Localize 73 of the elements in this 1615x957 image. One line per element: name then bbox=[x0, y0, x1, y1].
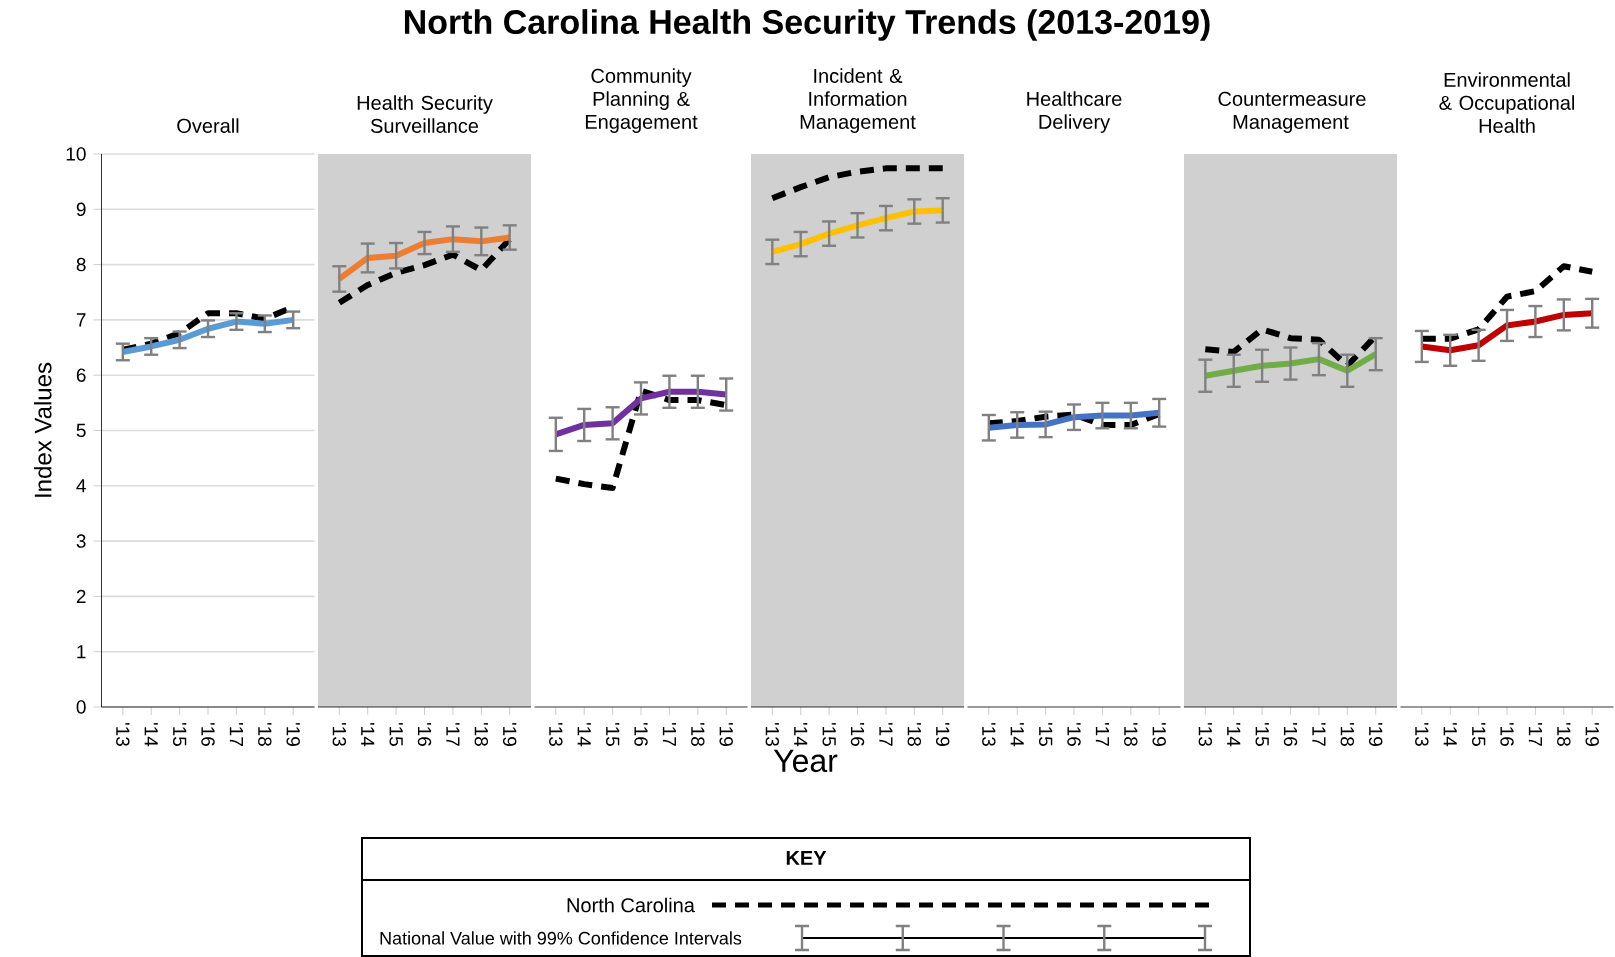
x-tick-label: '16 bbox=[1283, 723, 1298, 746]
x-tick-label: '16 bbox=[201, 723, 215, 746]
x-tick-label: '15 bbox=[605, 723, 620, 747]
legend-title: KEY bbox=[786, 851, 827, 865]
x-tick-label: '17 bbox=[446, 723, 460, 746]
y-tick-label: 5 bbox=[76, 423, 86, 438]
x-tick-label: '18 bbox=[691, 723, 705, 746]
x-tick-label: '15 bbox=[1038, 723, 1053, 747]
x-tick-label: '15 bbox=[1471, 723, 1486, 747]
y-tick-label: 9 bbox=[76, 202, 86, 217]
x-tick-label: '19 bbox=[935, 723, 950, 746]
x-tick-label: '15 bbox=[822, 723, 836, 747]
x-axis-title: Year bbox=[773, 749, 838, 773]
y-tick-label: 1 bbox=[77, 645, 86, 659]
y-tick-label: 0 bbox=[76, 700, 86, 714]
x-tick-label: '19 bbox=[502, 723, 517, 746]
x-tick-label: '14 bbox=[794, 723, 808, 747]
y-tick-label: 3 bbox=[76, 534, 86, 548]
y-tick-label: 10 bbox=[66, 147, 86, 161]
x-tick-label: '19 bbox=[1368, 723, 1383, 746]
x-tick-label: '16 bbox=[850, 723, 865, 746]
x-tick-label: '16 bbox=[634, 723, 648, 746]
x-tick-label: '13 bbox=[116, 723, 130, 746]
x-tick-label: '16 bbox=[417, 723, 432, 746]
y-axis-title: Index Values bbox=[33, 362, 52, 497]
chart-subtitle: Health Security Surveillance bbox=[357, 95, 493, 133]
x-tick-label: '18 bbox=[1557, 723, 1571, 746]
x-tick-label: '13 bbox=[332, 723, 347, 746]
x-tick-label: '18 bbox=[907, 723, 922, 746]
x-tick-label: '18 bbox=[1340, 723, 1355, 746]
y-tick-label: 2 bbox=[76, 589, 86, 604]
x-tick-label: '14 bbox=[361, 723, 375, 747]
text: National Value with 99% Confidence Intervals bbox=[380, 931, 742, 945]
text: North Carolina bbox=[567, 897, 695, 913]
x-tick-label: '17 bbox=[1528, 723, 1542, 746]
x-tick-label: '13 bbox=[765, 723, 780, 746]
y-tick-label: 6 bbox=[76, 368, 86, 382]
x-tick-label: '17 bbox=[879, 723, 893, 746]
x-tick-label: '18 bbox=[474, 723, 489, 746]
x-tick-label: '14 bbox=[1443, 723, 1457, 747]
x-tick-label: '13 bbox=[1415, 723, 1429, 746]
x-tick-label: '15 bbox=[389, 723, 403, 747]
chart-subtitle: Countermeasure Management bbox=[1218, 91, 1366, 133]
y-tick-label: 7 bbox=[76, 313, 86, 327]
x-tick-label: '13 bbox=[1198, 723, 1213, 746]
chart-title: North Carolina Health Security Trends (2013-2019) bbox=[404, 9, 1210, 41]
x-tick-label: '15 bbox=[172, 723, 187, 747]
x-tick-label: '17 bbox=[662, 723, 676, 746]
x-tick-label: '14 bbox=[1010, 723, 1024, 747]
x-tick-label: '18 bbox=[1124, 723, 1138, 746]
x-tick-label: '13 bbox=[549, 723, 563, 746]
y-tick-label: 4 bbox=[76, 479, 86, 493]
chart-subtitle: Overall bbox=[177, 118, 239, 133]
chart-subtitle: Community Planning & Engagement bbox=[585, 68, 698, 133]
x-tick-label: '14 bbox=[1227, 723, 1241, 747]
x-tick-label: '18 bbox=[258, 723, 272, 746]
x-tick-label: '19 bbox=[1152, 723, 1166, 746]
x-tick-label: '16 bbox=[1067, 723, 1081, 746]
chart-subtitle: Environmental & Occupational Health bbox=[1439, 72, 1575, 133]
x-tick-label: '17 bbox=[229, 723, 243, 746]
x-tick-label: '19 bbox=[719, 723, 733, 746]
chart-subtitle: Healthcare Delivery bbox=[1027, 91, 1122, 133]
y-tick-label: 8 bbox=[76, 257, 86, 272]
x-tick-label: '17 bbox=[1312, 723, 1326, 746]
x-tick-label: '14 bbox=[577, 723, 591, 747]
x-tick-label: '19 bbox=[286, 723, 300, 746]
x-tick-label: '15 bbox=[1255, 723, 1269, 747]
x-tick-label: '14 bbox=[144, 723, 158, 747]
x-tick-label: '13 bbox=[982, 723, 996, 746]
chart-subtitle: Incident & Information Management bbox=[800, 68, 916, 133]
x-tick-label: '16 bbox=[1500, 723, 1514, 746]
x-tick-label: '17 bbox=[1095, 723, 1109, 746]
x-tick-label: '19 bbox=[1585, 723, 1599, 746]
